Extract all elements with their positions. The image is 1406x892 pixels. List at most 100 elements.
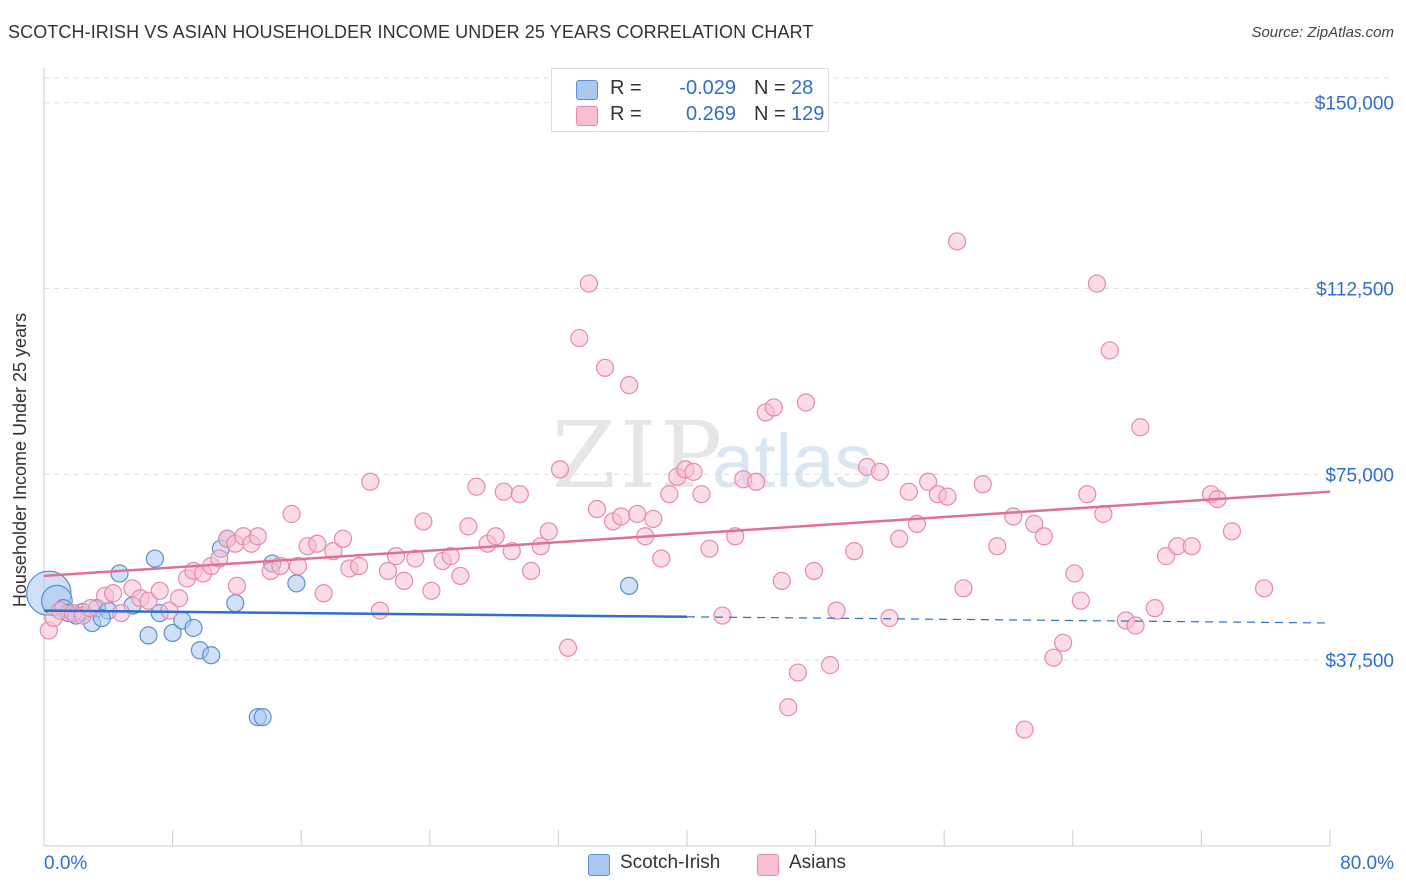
data-point xyxy=(333,529,353,548)
data-point xyxy=(248,527,267,546)
data-point xyxy=(684,462,703,481)
legend-n-value: 129 xyxy=(791,103,825,125)
data-point xyxy=(954,579,973,598)
data-point xyxy=(378,561,398,581)
y-tick-label: $37,500 xyxy=(1325,651,1394,672)
trend-line-dashed xyxy=(686,616,1331,624)
x-tick-labels: 0.0% 80.0% xyxy=(44,853,1394,874)
data-point xyxy=(441,547,460,566)
data-point xyxy=(644,509,663,529)
x-tick-label-min: 0.0% xyxy=(44,853,87,874)
data-point xyxy=(1025,514,1044,533)
data-point xyxy=(531,537,550,556)
data-point xyxy=(1078,485,1097,504)
legend-r-value: -0.029 xyxy=(679,77,736,99)
data-point xyxy=(1182,537,1201,556)
data-point xyxy=(210,549,229,568)
legend-n-label: N = xyxy=(754,103,786,125)
legend-r-label: R = xyxy=(610,103,642,125)
data-point xyxy=(880,608,899,628)
data-point xyxy=(1222,522,1242,541)
data-point xyxy=(713,606,732,625)
data-point xyxy=(1044,648,1063,667)
watermark: ZIP atlas xyxy=(552,402,873,509)
data-point xyxy=(1065,564,1084,583)
data-point xyxy=(660,485,679,504)
data-point xyxy=(104,584,123,603)
x-tick-label-max: 80.0% xyxy=(1340,853,1394,874)
y-axis-title: Householder Income Under 25 years xyxy=(10,312,30,608)
data-point xyxy=(414,512,433,531)
data-point xyxy=(700,539,719,558)
data-point xyxy=(1126,616,1145,635)
data-point xyxy=(394,571,414,590)
data-point xyxy=(890,529,909,548)
data-point xyxy=(1034,527,1053,546)
data-point xyxy=(422,581,441,600)
data-point xyxy=(539,522,558,541)
data-point xyxy=(150,581,169,600)
source-label: Source: ZipAtlas.com xyxy=(1251,24,1394,41)
data-point xyxy=(1100,341,1119,360)
data-point xyxy=(1054,633,1073,652)
data-point xyxy=(308,534,327,553)
legend-r-label: R = xyxy=(610,77,642,99)
data-point xyxy=(973,475,992,494)
data-point xyxy=(467,477,486,496)
legend-swatch-pink xyxy=(576,106,598,126)
data-point xyxy=(110,564,129,583)
data-point xyxy=(938,487,957,506)
data-point xyxy=(502,542,521,561)
data-point xyxy=(570,328,589,348)
data-point xyxy=(579,274,599,293)
data-point xyxy=(820,656,840,675)
y-tick-labels: $37,500 $75,000 $112,500 $150,000 xyxy=(1315,94,1394,672)
data-point xyxy=(81,599,100,618)
data-point xyxy=(226,594,245,613)
data-point xyxy=(494,482,513,501)
legend-swatch-blue xyxy=(576,80,598,100)
bottom-legend-swatch-pink xyxy=(757,854,779,876)
data-point xyxy=(620,376,639,395)
data-point xyxy=(324,542,343,561)
data-point xyxy=(870,462,890,481)
data-point xyxy=(314,584,333,603)
bottom-legend-label: Scotch-Irish xyxy=(620,852,721,873)
y-tick-label: $75,000 xyxy=(1325,465,1394,486)
data-point xyxy=(550,460,570,479)
data-point xyxy=(510,485,529,504)
data-point xyxy=(919,472,938,491)
data-point xyxy=(988,537,1007,556)
data-point xyxy=(227,576,246,595)
data-point xyxy=(1087,274,1107,293)
trend-lines xyxy=(43,490,1331,624)
grid-lines xyxy=(44,77,1394,661)
data-point xyxy=(361,472,380,491)
bottom-legend-swatch-blue xyxy=(588,854,610,876)
data-point xyxy=(288,556,308,576)
data-point xyxy=(451,566,470,586)
data-point xyxy=(1254,579,1274,598)
data-point xyxy=(282,504,301,524)
data-point xyxy=(779,698,798,717)
trend-line xyxy=(43,490,1331,578)
data-point xyxy=(611,507,631,526)
y-tick-label: $150,000 xyxy=(1315,94,1394,115)
legend: R = -0.029 N = 28 R = 0.269 N = 129 xyxy=(551,68,829,132)
data-point xyxy=(796,393,816,412)
data-point xyxy=(620,576,639,595)
data-point xyxy=(253,708,272,727)
data-point xyxy=(558,638,578,657)
bottom-legend-label: Asians xyxy=(789,852,847,873)
legend-n-value: 28 xyxy=(791,77,814,99)
data-point xyxy=(947,232,967,251)
data-point xyxy=(595,358,615,377)
data-point xyxy=(1145,599,1164,618)
data-point xyxy=(145,549,165,568)
data-point xyxy=(521,561,541,581)
data-point xyxy=(1004,507,1023,526)
data-point xyxy=(486,527,505,546)
data-point xyxy=(628,504,647,524)
data-point xyxy=(349,556,369,576)
data-point xyxy=(459,517,478,536)
